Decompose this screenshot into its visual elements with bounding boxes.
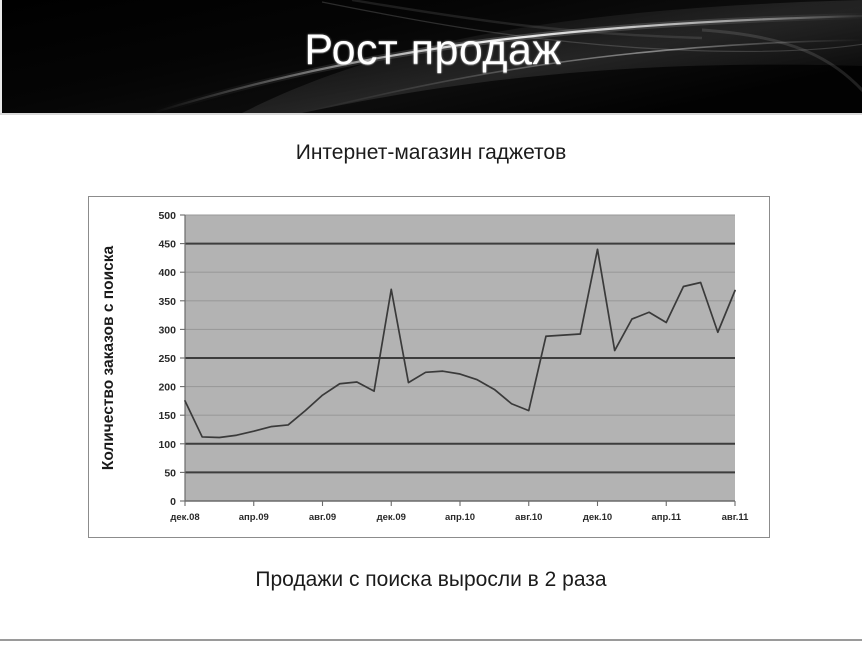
- y-axis-title: Количество заказов с поиска: [100, 246, 117, 471]
- x-tick-label: дек.10: [583, 512, 612, 523]
- y-tick-label: 100: [158, 439, 176, 451]
- series-line: [184, 248, 736, 439]
- y-tick-label: 300: [158, 324, 176, 336]
- banner-divider: [0, 113, 862, 115]
- y-tick-label: 150: [158, 410, 176, 422]
- title-banner: Рост продаж: [0, 0, 862, 113]
- page-title: Рост продаж: [304, 26, 562, 74]
- banner-wave-decoration: [2, 0, 862, 113]
- line-chart: 0 50 100 150 200 250 300 350 400 450 500 дек.08 апр…: [100, 210, 749, 523]
- x-tick-marks: [184, 501, 736, 506]
- y-tick-label: 250: [158, 353, 176, 365]
- slide-caption: Продажи с поиска выросли в 2 раза: [255, 568, 607, 591]
- x-tick-label: апр.10: [445, 512, 475, 523]
- y-tick-label: 400: [158, 267, 176, 279]
- x-tick-label: авг.09: [309, 512, 336, 523]
- x-tick-label: авг.11: [722, 512, 750, 523]
- slide-subtitle: Интернет-магазин гаджетов: [295, 141, 567, 164]
- y-tick-marks: [180, 214, 185, 502]
- chart-container: 0 50 100 150 200 250 300 350 400 450 500 дек.08 апр…: [88, 196, 770, 538]
- x-tick-label: дек.08: [170, 512, 199, 523]
- x-tick-label: апр.09: [239, 512, 269, 523]
- gridlines-group: [185, 214, 735, 474]
- y-tick-label: 200: [158, 382, 176, 394]
- x-tick-labels: дек.08 апр.09 авг.09 дек.09 апр.10 авг.10 дек.…: [170, 512, 749, 523]
- y-tick-label: 500: [158, 210, 176, 222]
- y-tick-label: 0: [170, 496, 176, 508]
- y-tick-label: 350: [158, 296, 176, 308]
- x-tick-label: апр.11: [651, 512, 681, 523]
- y-tick-labels: 0 50 100 150 200 250 300 350 400 450 500: [158, 210, 176, 508]
- x-tick-label: авг.10: [515, 512, 542, 523]
- footer-divider: [0, 639, 862, 641]
- data-series-group: [184, 248, 736, 439]
- y-tick-label: 50: [164, 467, 176, 479]
- y-tick-label: 450: [158, 239, 176, 251]
- x-tick-label: дек.09: [377, 512, 406, 523]
